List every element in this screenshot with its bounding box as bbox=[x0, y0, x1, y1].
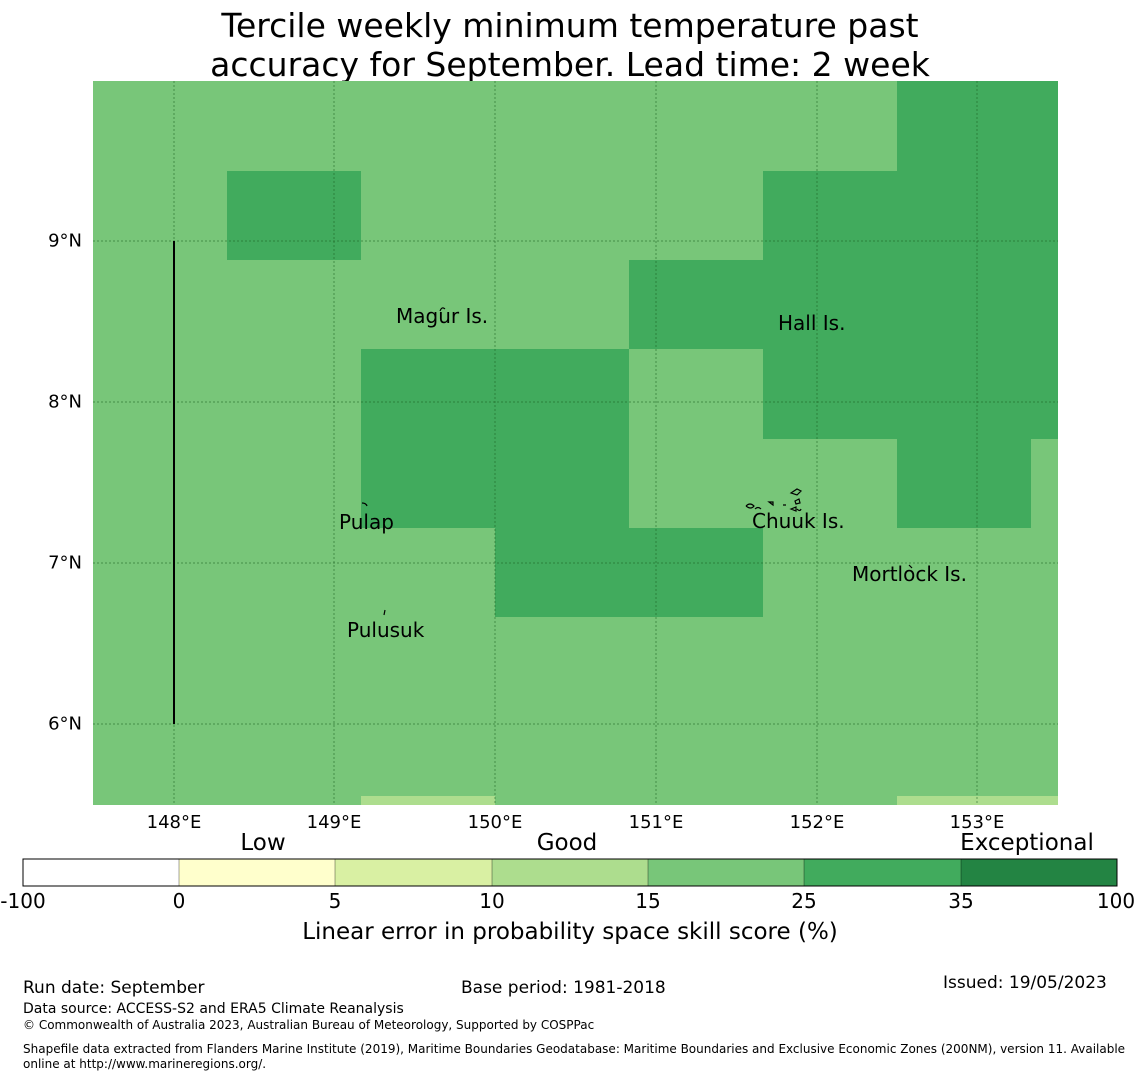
island-outlines bbox=[361, 307, 913, 616]
skill-cell bbox=[763, 171, 1058, 439]
colorbar-tick-label: 25 bbox=[791, 889, 817, 913]
island-pulusuk-outline bbox=[383, 609, 386, 616]
skill-cell bbox=[897, 439, 1031, 528]
base-period: Base period: 1981-2018 bbox=[461, 978, 666, 998]
colorbar-tick-label: 15 bbox=[635, 889, 661, 913]
colorbar-tick-label: 5 bbox=[328, 889, 342, 913]
colorbar-swatch bbox=[648, 859, 804, 886]
island-magur-outline bbox=[439, 307, 446, 312]
lat-tick-label: 6°N bbox=[48, 713, 82, 735]
lon-tick-label: 152°E bbox=[789, 812, 845, 833]
lat-tick-label: 9°N bbox=[48, 230, 82, 252]
skill-cell bbox=[897, 796, 1058, 805]
island-pulap-outline bbox=[361, 502, 368, 507]
colorbar-swatch bbox=[179, 859, 335, 886]
map-gridlines bbox=[93, 81, 1058, 805]
colorbar-category-good: Good bbox=[536, 830, 598, 856]
skill-map: Magur Is. Hall Is. Pulap Chuuk Is. Mortl… bbox=[93, 81, 1058, 805]
chart-title-line-2: accuracy for September. Lead time: 2 wee… bbox=[210, 45, 930, 84]
place-label: Pulap bbox=[339, 510, 394, 534]
colorbar-swatch bbox=[335, 859, 492, 886]
lon-tick-label: 150°E bbox=[467, 812, 523, 833]
place-label: Mortlock Is. bbox=[852, 562, 967, 586]
skill-map-canvas: Magur Is. Hall Is. Pulap Chuuk Is. Mortl… bbox=[93, 81, 1058, 805]
colorbar-swatch bbox=[804, 859, 961, 886]
lon-tick-label: 149°E bbox=[306, 812, 362, 833]
colorbar-swatch bbox=[492, 859, 648, 886]
lat-tick-label: 7°N bbox=[48, 552, 82, 574]
colorbar-tick-label: -100 bbox=[0, 889, 46, 913]
colorbar-swatch bbox=[961, 859, 1117, 886]
copyright: © Commonwealth of Australia 2023, Austra… bbox=[23, 1018, 595, 1032]
data-source: Data source: ACCESS-S2 and ERA5 Climate … bbox=[23, 1001, 404, 1017]
colorbar-category-exceptional: Exceptional bbox=[960, 830, 1094, 856]
lon-tick-label: 153°E bbox=[949, 812, 1005, 833]
place-label: Pulusuk bbox=[347, 618, 425, 642]
island-mortlock-outline bbox=[908, 564, 913, 569]
colorbar-tick-label: 10 bbox=[479, 889, 505, 913]
island-chuuk-outline bbox=[745, 488, 803, 512]
chart-title-line-1: Tercile weekly minimum temperature past bbox=[221, 6, 919, 45]
colorbar-title: Linear error in probability space skill … bbox=[302, 919, 838, 945]
shapefile-credit-line-1: Shapefile data extracted from Flanders M… bbox=[23, 1042, 1126, 1056]
skill-cell bbox=[629, 260, 763, 349]
colorbar-frame bbox=[22, 858, 1118, 887]
lon-tick-label: 151°E bbox=[628, 812, 684, 833]
lon-tick-label: 148°E bbox=[146, 812, 202, 833]
colorbar-tick-label: 35 bbox=[948, 889, 974, 913]
issued-date: Issued: 19/05/2023 bbox=[943, 973, 1107, 993]
place-label: Hall Is. bbox=[778, 311, 845, 335]
run-date: Run date: September bbox=[23, 978, 205, 998]
colorbar bbox=[22, 858, 1118, 887]
lat-tick-label: 8°N bbox=[48, 391, 82, 413]
colorbar-tick-label: 100 bbox=[1096, 889, 1136, 913]
place-label: Magur Is. bbox=[396, 304, 488, 328]
skill-cell bbox=[495, 528, 763, 617]
colorbar-category-low: Low bbox=[240, 830, 286, 856]
skill-cell bbox=[227, 171, 361, 260]
skill-cell bbox=[495, 439, 629, 528]
shapefile-credit-line-2: online at http://www.marineregions.org/. bbox=[23, 1057, 267, 1071]
skill-cell bbox=[361, 796, 495, 805]
colorbar-swatch bbox=[23, 859, 179, 886]
colorbar-tick-label: 0 bbox=[172, 889, 186, 913]
place-label: Chuuk Is. bbox=[752, 509, 845, 533]
